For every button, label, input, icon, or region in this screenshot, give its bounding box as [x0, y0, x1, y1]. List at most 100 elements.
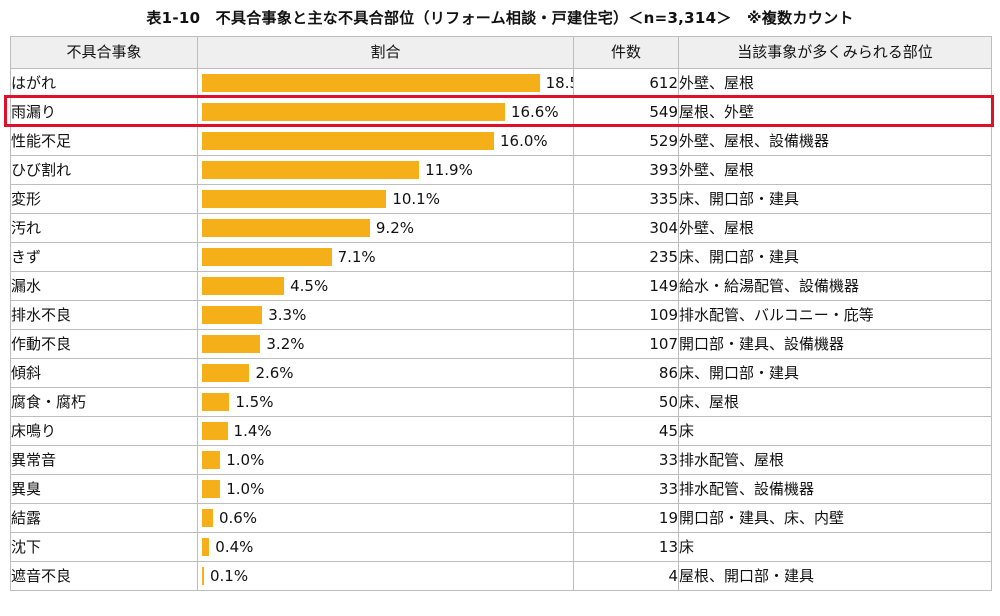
table-body: はがれ18.5%612外壁、屋根雨漏り16.6%549屋根、外壁性能不足16.0… [10, 68, 992, 591]
bar-cell: 10.1% [197, 184, 574, 214]
parts-value: 屋根、外壁 [678, 97, 992, 127]
header-count: 件数 [573, 36, 679, 69]
header-ratio: 割合 [197, 36, 574, 69]
category-label: 腐食・腐朽 [10, 387, 198, 417]
count-value: 529 [573, 126, 679, 156]
bar-cell: 0.4% [197, 532, 574, 562]
data-label: 2.6% [255, 364, 294, 382]
count-value: 612 [573, 68, 679, 98]
data-label: 16.6% [510, 103, 559, 121]
bar [202, 132, 494, 150]
bar [202, 248, 332, 266]
bar [202, 103, 505, 121]
data-label: 1.0% [226, 480, 265, 498]
bar-cell: 16.0% [197, 126, 574, 156]
table-row: ひび割れ 11.9% 393 外壁、屋根 [10, 155, 992, 185]
bar-cell: 9.2% [197, 213, 574, 243]
bar [202, 480, 221, 498]
data-label: 11.9% [425, 161, 473, 179]
category-label: 性能不足 [10, 126, 198, 156]
count-value: 13 [573, 532, 679, 562]
header-row: 不具合事象 割合 件数 当該事象が多くみられる部位 [10, 36, 992, 69]
category-label: 雨漏り [10, 97, 198, 127]
bar-cell: 11.9% [197, 155, 574, 185]
parts-value: 床、開口部・建具 [678, 242, 992, 272]
bar-cell: 0.1% [197, 561, 574, 591]
table-row: 腐食・腐朽 1.5% 50 床、屋根 [10, 387, 992, 417]
category-label: 漏水 [10, 271, 198, 301]
table-row: 床鳴り 1.4% 45 床 [10, 416, 992, 446]
parts-value: 床 [678, 416, 992, 446]
bar [202, 306, 263, 324]
category-label: 作動不良 [10, 329, 198, 359]
bar [202, 190, 387, 208]
data-label: 10.1% [392, 190, 440, 208]
data-label: 1.5% [235, 393, 274, 411]
parts-value: 床、開口部・建具 [678, 358, 992, 388]
count-value: 549 [573, 97, 679, 127]
parts-value: 屋根、開口部・建具 [678, 561, 992, 591]
parts-value: 外壁、屋根 [678, 213, 992, 243]
parts-value: 開口部・建具、床、内壁 [678, 503, 992, 533]
bar-cell: 1.5% [197, 387, 574, 417]
bar-cell: 3.2% [197, 329, 574, 359]
bar [202, 451, 221, 469]
bar-cell: 16.6% [197, 97, 574, 127]
table-row: 排水不良 3.3% 109 排水配管、バルコニー・庇等 [10, 300, 992, 330]
count-value: 19 [573, 503, 679, 533]
category-label: ひび割れ [10, 155, 198, 185]
count-value: 4 [573, 561, 679, 591]
parts-value: 排水配管、バルコニー・庇等 [678, 300, 992, 330]
count-value: 45 [573, 416, 679, 446]
bar-cell: 18.5% [197, 68, 574, 98]
header-parts: 当該事象が多くみられる部位 [678, 36, 992, 69]
data-label: 1.4% [233, 422, 272, 440]
bar [202, 509, 213, 527]
bar [202, 335, 261, 353]
count-value: 33 [573, 474, 679, 504]
bar-cell: 3.3% [197, 300, 574, 330]
bar [202, 364, 250, 382]
data-label: 1.0% [226, 451, 265, 469]
table-row: 性能不足 16.0% 529 外壁、屋根、設備機器 [10, 126, 992, 156]
bar-cell: 0.6% [197, 503, 574, 533]
category-label: はがれ [10, 68, 198, 98]
count-value: 107 [573, 329, 679, 359]
table-row: きず 7.1% 235 床、開口部・建具 [10, 242, 992, 272]
category-label: 異常音 [10, 445, 198, 475]
header-defect: 不具合事象 [10, 36, 198, 69]
bar [202, 538, 210, 556]
data-label: 3.2% [266, 335, 305, 353]
data-label: 18.5% [545, 74, 573, 92]
parts-value: 床、開口部・建具 [678, 184, 992, 214]
table-row: 異常音 1.0% 33 排水配管、屋根 [10, 445, 992, 475]
data-label: 16.0% [500, 132, 548, 150]
chart-title: 表1-10 不具合事象と主な不具合部位（リフォーム相談・戸建住宅）＜n=3,31… [146, 9, 854, 27]
table-row: 異臭 1.0% 33 排水配管、設備機器 [10, 474, 992, 504]
data-label: 3.3% [268, 306, 307, 324]
count-value: 33 [573, 445, 679, 475]
data-label: 7.1% [337, 248, 376, 266]
parts-value: 床 [678, 532, 992, 562]
data-label: 4.5% [290, 277, 329, 295]
category-label: 異臭 [10, 474, 198, 504]
count-value: 393 [573, 155, 679, 185]
table-row: 汚れ 9.2% 304 外壁、屋根 [10, 213, 992, 243]
parts-value: 開口部・建具、設備機器 [678, 329, 992, 359]
table-row: 傾斜 2.6% 86 床、開口部・建具 [10, 358, 992, 388]
parts-value: 床、屋根 [678, 387, 992, 417]
category-label: 沈下 [10, 532, 198, 562]
table-row: 沈下 0.4% 13 床 [10, 532, 992, 562]
bar-cell: 1.0% [197, 445, 574, 475]
data-label: 0.4% [215, 538, 254, 556]
data-label: 9.2% [375, 219, 414, 237]
count-value: 86 [573, 358, 679, 388]
bar [202, 277, 285, 295]
bar [202, 393, 230, 411]
count-value: 109 [573, 300, 679, 330]
parts-value: 外壁、屋根 [678, 68, 992, 98]
table-row: 漏水 4.5% 149 給水・給湯配管、設備機器 [10, 271, 992, 301]
category-label: 結露 [10, 503, 198, 533]
bar-cell: 7.1% [197, 242, 574, 272]
